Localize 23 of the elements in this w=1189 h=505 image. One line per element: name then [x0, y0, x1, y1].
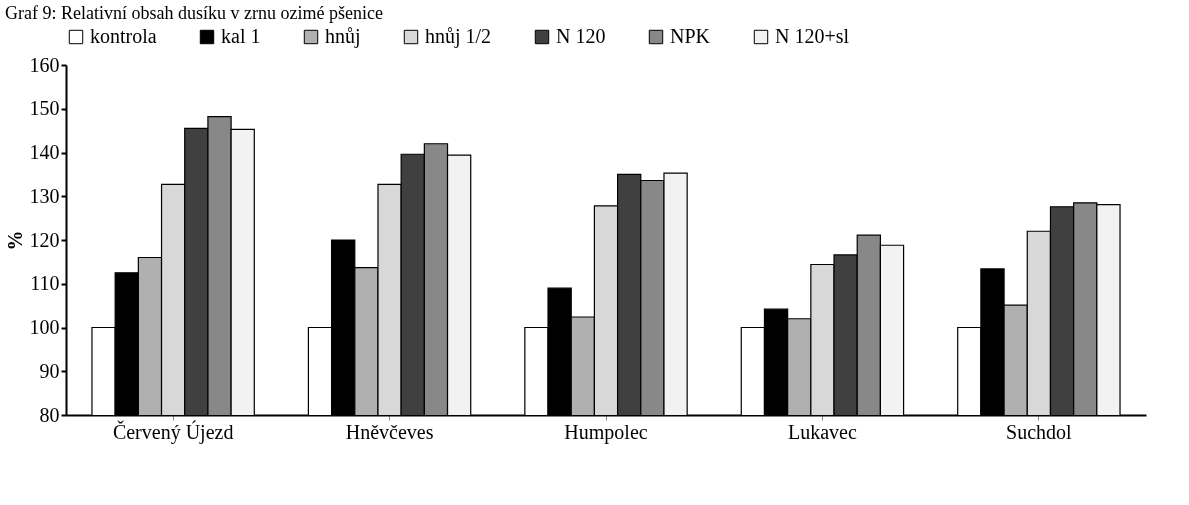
- legend-label: N 120+sl: [775, 25, 850, 47]
- x-tick-label: Suchdol: [1006, 420, 1073, 443]
- y-tick-label: 120: [29, 228, 60, 251]
- y-axis-title: %: [3, 230, 26, 251]
- chart-title: Graf 9: Relativní obsah dusíku v zrnu ozimé pšenice: [5, 3, 383, 23]
- y-tick-label: 100: [29, 316, 60, 338]
- y-tick-label: 140: [29, 141, 60, 163]
- y-tick-label: 160: [29, 53, 60, 76]
- x-tick-label: Hněvčeves: [345, 420, 434, 443]
- y-tick-label: 150: [29, 97, 60, 120]
- x-tick-label: Humpolec: [564, 420, 648, 444]
- legend-label: NPK: [670, 25, 711, 47]
- y-tick-label: 90: [39, 359, 60, 382]
- legend-label: kontrola: [90, 25, 157, 47]
- x-tick-label: Lukavec: [788, 420, 857, 443]
- legend-label: kal 1: [221, 25, 261, 47]
- legend-label: N 120: [556, 25, 606, 47]
- y-tick-label: 110: [30, 272, 60, 295]
- y-tick-label: 80: [39, 403, 60, 426]
- legend-label: hnůj: [325, 25, 361, 48]
- legend-label: hnůj 1/2: [425, 25, 492, 48]
- y-tick-label: 130: [29, 184, 60, 207]
- x-tick-label: Červený Újezd: [112, 419, 234, 444]
